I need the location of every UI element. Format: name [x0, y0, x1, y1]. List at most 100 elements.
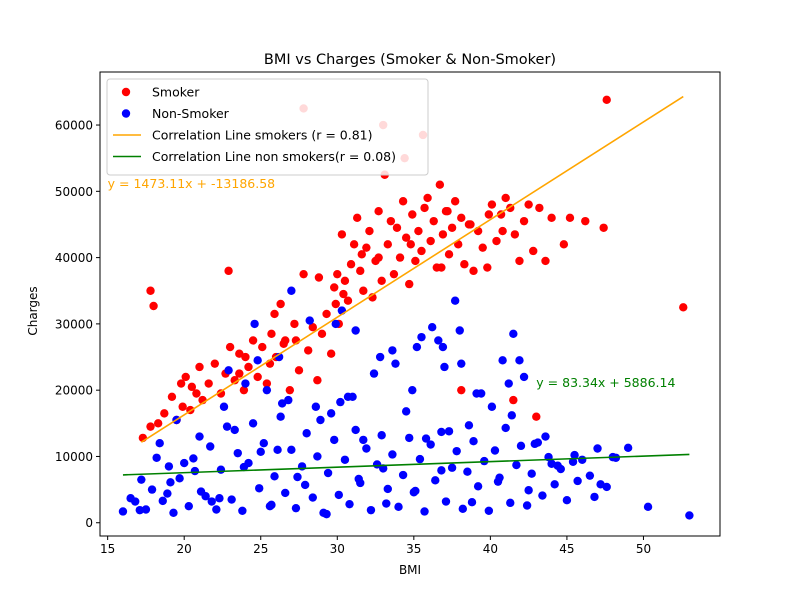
non-smoker-point — [259, 439, 268, 448]
x-tick-label: 45 — [559, 542, 574, 556]
smoker-point — [267, 329, 276, 339]
non-smoker-point — [484, 506, 494, 516]
non-smoker-point — [281, 488, 290, 498]
smoker-point — [153, 419, 163, 428]
smoker-point — [457, 213, 466, 223]
smoker-point — [581, 216, 590, 226]
non-smoker-point — [326, 409, 336, 418]
y-tick-label: 50000 — [55, 185, 93, 199]
y-tick-label: 10000 — [55, 450, 93, 464]
x-tick-label: 25 — [253, 542, 268, 556]
non-smoker-point — [362, 444, 371, 453]
smoker-point — [149, 301, 158, 311]
non-smoker-point — [437, 427, 446, 437]
non-smoker-point — [408, 385, 417, 395]
non-smoker-point — [458, 504, 468, 514]
non-smoker-point — [487, 402, 497, 411]
smoker-point — [290, 319, 299, 329]
non-smoker-point — [267, 500, 276, 510]
non-smoker-point — [431, 476, 440, 485]
smoker-point — [258, 342, 267, 352]
non-smoker-point — [411, 486, 420, 496]
non-smoker-point — [377, 431, 386, 440]
non-smoker-point — [316, 415, 325, 425]
non-smoker-point — [293, 472, 302, 482]
smoker-point — [535, 203, 544, 213]
non-smoker-point — [190, 466, 200, 476]
x-tick-label: 40 — [483, 542, 498, 556]
smoker-point — [519, 216, 529, 226]
smoker-point — [356, 266, 365, 276]
non-smoker-point — [297, 462, 307, 471]
y-axis-ticks: 0 10000 20000 30000 40000 50000 60000 — [55, 119, 100, 530]
non-smoker-point — [270, 472, 279, 481]
non-smoker-point — [196, 487, 206, 496]
non-smoker-point — [391, 359, 400, 368]
non-smoker-point — [308, 493, 317, 502]
non-smoker-correlation-line — [122, 453, 690, 476]
smoker-point — [515, 256, 524, 266]
smoker-point — [405, 279, 414, 289]
non-smoker-point — [473, 482, 483, 491]
smoker-point — [330, 283, 339, 292]
smoker-point — [279, 339, 288, 348]
non-smoker-point — [383, 484, 392, 494]
non-smoker-point — [287, 445, 296, 455]
smoker-point — [181, 372, 190, 382]
non-smoker-point — [519, 372, 529, 382]
smoker-point — [386, 216, 396, 226]
non-smoker-point — [685, 511, 694, 520]
non-smoker-point — [216, 465, 226, 474]
smoker-point — [679, 303, 688, 312]
non-smoker-point — [207, 497, 216, 506]
smoker-point — [317, 329, 327, 339]
non-smoker-point — [527, 469, 536, 478]
non-smoker-point — [155, 439, 164, 448]
non-smoker-point — [158, 496, 167, 506]
non-smoker-point — [343, 392, 353, 401]
non-smoker-point — [340, 455, 350, 464]
non-smoker-point — [137, 475, 146, 484]
smoker-point — [460, 260, 469, 269]
non-smoker-point — [195, 432, 204, 441]
legend-marker — [121, 109, 131, 118]
smoker-point — [146, 286, 155, 295]
smoker-point — [417, 246, 426, 256]
non-smoker-point — [444, 427, 454, 436]
non-smoker-point — [345, 499, 354, 509]
legend-entry-label: Correlation Line smokers (r = 0.81) — [152, 128, 373, 143]
non-smoker-point — [516, 441, 526, 451]
smoker-point — [429, 216, 438, 226]
non-smoker-point — [472, 389, 481, 398]
smoker-point — [225, 342, 235, 352]
x-tick-label: 15 — [100, 542, 115, 556]
smoker-point — [532, 412, 541, 421]
smoker-point — [337, 230, 347, 239]
smoker-point — [377, 276, 386, 285]
non-smoker-point — [596, 480, 605, 489]
non-smoker-point — [440, 362, 449, 372]
smoker-point — [204, 379, 213, 388]
non-smoker-point — [623, 443, 633, 453]
non-smoker-point — [457, 359, 466, 368]
smoker-point — [333, 269, 342, 279]
non-smoker-point — [126, 494, 135, 503]
non-smoker-point — [300, 480, 310, 490]
smoker-point — [241, 352, 250, 362]
non-smoker-point — [590, 492, 599, 502]
smoker-point — [435, 180, 445, 189]
smoker-point — [509, 395, 518, 405]
smoker-point — [395, 253, 405, 262]
non-smoker-point — [541, 432, 550, 441]
non-smoker-point — [412, 342, 422, 352]
smoker-point — [383, 240, 392, 249]
non-smoker-point — [498, 356, 507, 365]
non-smoker-point — [504, 379, 513, 388]
smoker-point — [498, 226, 507, 236]
non-smoker-point — [313, 452, 322, 461]
smoker-point — [160, 409, 169, 418]
smoker-point — [529, 246, 538, 256]
non-smoker-point — [490, 446, 500, 455]
smoker-point — [216, 389, 226, 398]
